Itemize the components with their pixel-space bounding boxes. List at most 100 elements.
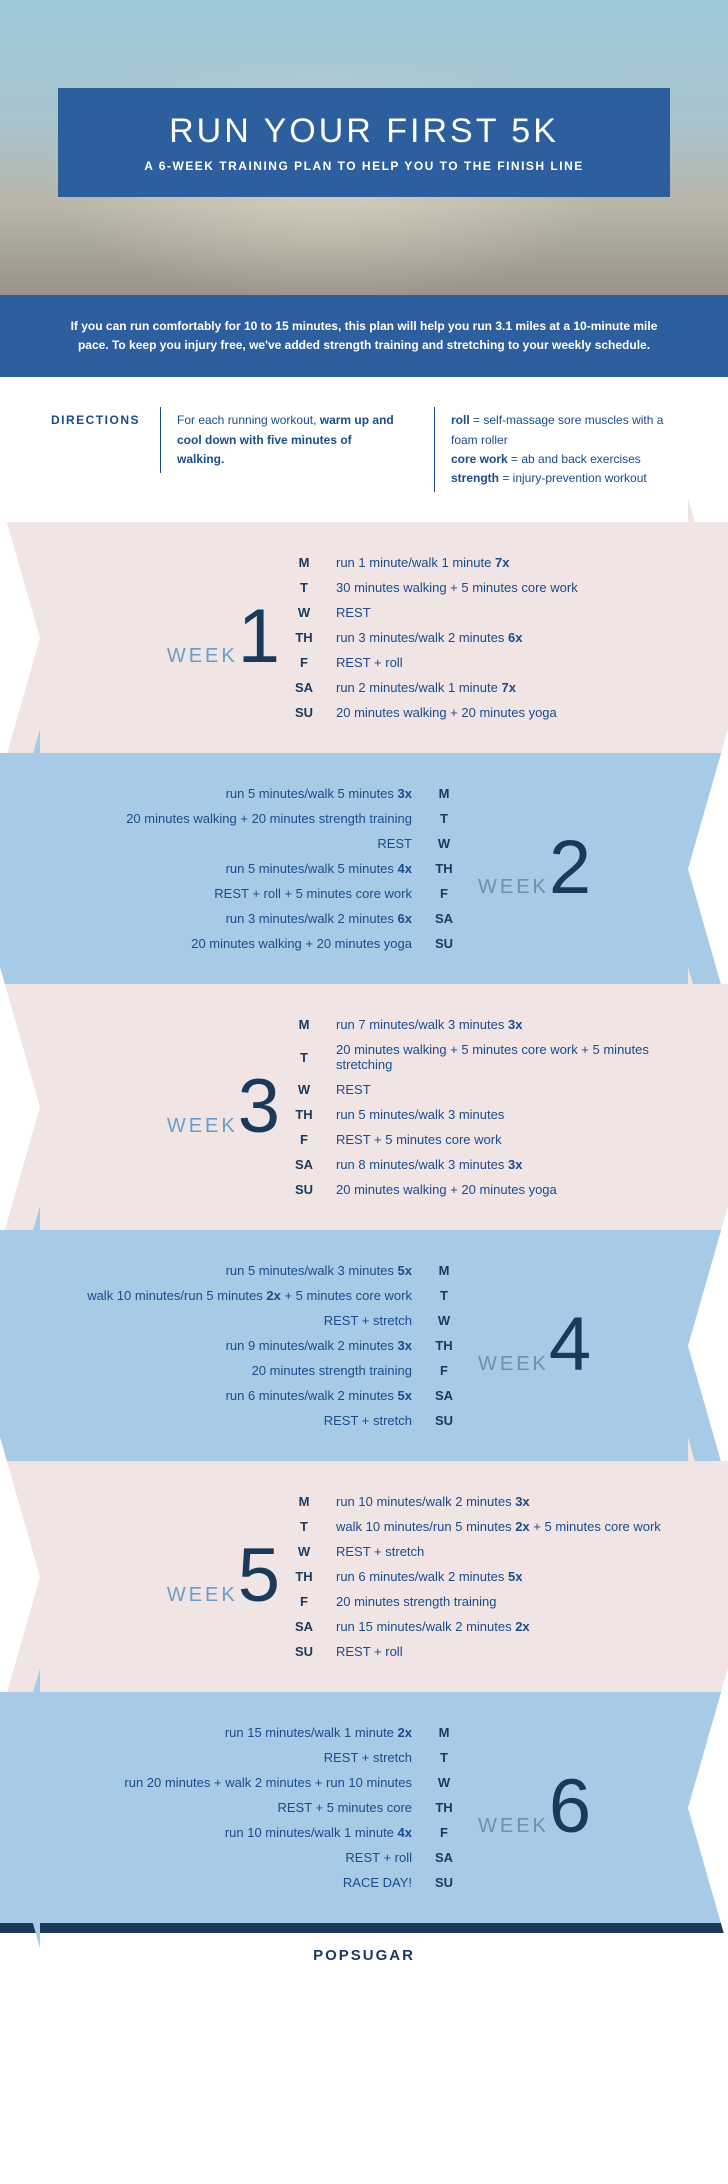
day-task: REST bbox=[377, 836, 412, 851]
day-task: run 8 minutes/walk 3 minutes 3x bbox=[336, 1157, 522, 1172]
week-label: WEEK1 bbox=[50, 607, 280, 668]
schedule-row: SURACE DAY! bbox=[70, 1870, 458, 1895]
day-abbr: SA bbox=[430, 911, 458, 926]
schedule: Mrun 1 minute/walk 1 minute 7xT30 minute… bbox=[290, 550, 678, 725]
day-task: REST + roll bbox=[336, 1644, 403, 1659]
schedule-row: SU REST + roll bbox=[290, 1639, 678, 1664]
day-abbr: W bbox=[290, 1544, 318, 1559]
hero-title: RUN YOUR FIRST 5K bbox=[88, 112, 640, 151]
week-label: WEEK6 bbox=[468, 1777, 678, 1838]
day-abbr: SU bbox=[290, 705, 318, 720]
schedule-row: SAREST + roll bbox=[70, 1845, 458, 1870]
intro-bar: If you can run comfortably for 10 to 15 … bbox=[0, 295, 728, 377]
schedule: Mrun 5 minutes/walk 3 minutes 5x Twalk 10… bbox=[50, 1258, 458, 1433]
day-task: 20 minutes walking + 20 minutes yoga bbox=[336, 705, 557, 720]
schedule-row: SArun 3 minutes/walk 2 minutes 6x bbox=[70, 906, 458, 931]
week-3: WEEK3Mrun 7 minutes/walk 3 minutes 3xT20… bbox=[0, 984, 728, 1230]
day-task: REST + roll bbox=[336, 655, 403, 670]
day-abbr: M bbox=[430, 786, 458, 801]
day-task: 20 minutes strength training bbox=[252, 1363, 412, 1378]
day-task: REST + stretch bbox=[324, 1313, 412, 1328]
schedule-row: Mrun 1 minute/walk 1 minute 7x bbox=[290, 550, 678, 575]
day-abbr: M bbox=[430, 1263, 458, 1278]
day-task: 20 minutes strength training bbox=[336, 1594, 496, 1609]
day-abbr: TH bbox=[290, 630, 318, 645]
schedule-row: TH run 5 minutes/walk 3 minutes bbox=[290, 1102, 678, 1127]
schedule-row: WREST bbox=[290, 600, 678, 625]
day-task: walk 10 minutes/run 5 minutes 2x + 5 min… bbox=[336, 1519, 661, 1534]
day-task: run 3 minutes/walk 2 minutes 6x bbox=[336, 630, 522, 645]
schedule-row: Frun 10 minutes/walk 1 minute 4x bbox=[70, 1820, 458, 1845]
hero-image: RUN YOUR FIRST 5K A 6-WEEK TRAINING PLAN… bbox=[0, 0, 728, 295]
schedule-row: THrun 9 minutes/walk 2 minutes 3x bbox=[70, 1333, 458, 1358]
week-word: WEEK bbox=[478, 1815, 549, 1838]
day-abbr: W bbox=[430, 1775, 458, 1790]
day-task: run 2 minutes/walk 1 minute 7x bbox=[336, 680, 516, 695]
day-task: run 6 minutes/walk 2 minutes 5x bbox=[336, 1569, 522, 1584]
day-task: REST + roll + 5 minutes core work bbox=[214, 886, 412, 901]
schedule-row: Mrun 5 minutes/walk 5 minutes 3x bbox=[70, 781, 458, 806]
schedule-row: Twalk 10 minutes/run 5 minutes 2x + 5 mi… bbox=[290, 1514, 678, 1539]
week-2: WEEK2Mrun 5 minutes/walk 5 minutes 3xT20… bbox=[0, 753, 728, 984]
schedule: Mrun 10 minutes/walk 2 minutes 3xTwalk 1… bbox=[290, 1489, 678, 1664]
schedule-row: W REST bbox=[290, 1077, 678, 1102]
day-task: run 5 minutes/walk 3 minutes bbox=[336, 1107, 504, 1122]
footer-brand: POPSUGAR bbox=[0, 1933, 728, 1978]
week-word: WEEK bbox=[167, 1584, 238, 1607]
day-abbr: SA bbox=[290, 1619, 318, 1634]
day-abbr: TH bbox=[290, 1107, 318, 1122]
day-task: run 5 minutes/walk 5 minutes 3x bbox=[226, 786, 412, 801]
directions-col2: roll = self-massage sore muscles with a … bbox=[434, 407, 688, 492]
day-task: REST bbox=[336, 605, 371, 620]
week-word: WEEK bbox=[167, 1115, 238, 1138]
day-abbr: TH bbox=[430, 1800, 458, 1815]
day-task: REST + stretch bbox=[324, 1413, 412, 1428]
day-abbr: SU bbox=[290, 1182, 318, 1197]
schedule-row: T30 minutes walking + 5 minutes core wor… bbox=[290, 575, 678, 600]
schedule-row: SArun 6 minutes/walk 2 minutes 5x bbox=[70, 1383, 458, 1408]
day-abbr: T bbox=[290, 580, 318, 595]
schedule-row: FREST + 5 minutes core work bbox=[290, 1127, 678, 1152]
day-task: REST bbox=[336, 1082, 371, 1097]
schedule-row: Twalk 10 minutes/run 5 minutes 2x + 5 mi… bbox=[70, 1283, 458, 1308]
day-abbr: T bbox=[430, 811, 458, 826]
day-task: run 20 minutes + walk 2 minutes + run 10… bbox=[124, 1775, 412, 1790]
day-task: REST + stretch bbox=[336, 1544, 424, 1559]
week-label: WEEK4 bbox=[468, 1315, 678, 1376]
day-abbr: W bbox=[430, 836, 458, 851]
week-number: 3 bbox=[238, 1077, 280, 1138]
week-number: 6 bbox=[549, 1777, 591, 1838]
day-abbr: SU bbox=[430, 1413, 458, 1428]
schedule-row: SArun 8 minutes/walk 3 minutes 3x bbox=[290, 1152, 678, 1177]
schedule-row: TH run 3 minutes/walk 2 minutes 6x bbox=[290, 625, 678, 650]
schedule-row: Mrun 10 minutes/walk 2 minutes 3x bbox=[290, 1489, 678, 1514]
day-task: RACE DAY! bbox=[343, 1875, 412, 1890]
day-abbr: SU bbox=[290, 1644, 318, 1659]
day-abbr: M bbox=[290, 1017, 318, 1032]
day-abbr: W bbox=[430, 1313, 458, 1328]
day-abbr: F bbox=[290, 1132, 318, 1147]
week-label: WEEK2 bbox=[468, 838, 678, 899]
schedule-row: W REST bbox=[70, 831, 458, 856]
week-number: 5 bbox=[238, 1546, 280, 1607]
day-abbr: T bbox=[290, 1519, 318, 1534]
hero-title-box: RUN YOUR FIRST 5K A 6-WEEK TRAINING PLAN… bbox=[58, 88, 670, 197]
day-abbr: M bbox=[290, 1494, 318, 1509]
schedule-row: SU20 minutes walking + 20 minutes yoga bbox=[70, 931, 458, 956]
schedule-row: F20 minutes strength training bbox=[290, 1589, 678, 1614]
directions-section: DIRECTIONS For each running workout, war… bbox=[0, 377, 728, 522]
schedule-row: T20 minutes walking + 20 minutes strengt… bbox=[70, 806, 458, 831]
schedule-row: W REST + stretch bbox=[290, 1539, 678, 1564]
schedule-row: THrun 6 minutes/walk 2 minutes 5x bbox=[290, 1564, 678, 1589]
day-task: run 15 minutes/walk 1 minute 2x bbox=[225, 1725, 412, 1740]
day-task: run 6 minutes/walk 2 minutes 5x bbox=[226, 1388, 412, 1403]
week-label: WEEK3 bbox=[50, 1077, 280, 1138]
schedule-row: TREST + stretch bbox=[70, 1745, 458, 1770]
schedule-row: Wrun 20 minutes + walk 2 minutes + run 1… bbox=[70, 1770, 458, 1795]
day-abbr: W bbox=[290, 1082, 318, 1097]
day-task: run 7 minutes/walk 3 minutes 3x bbox=[336, 1017, 522, 1032]
day-abbr: T bbox=[290, 1050, 318, 1065]
day-task: 20 minutes walking + 20 minutes yoga bbox=[191, 936, 412, 951]
day-task: run 5 minutes/walk 3 minutes 5x bbox=[226, 1263, 412, 1278]
day-task: run 9 minutes/walk 2 minutes 3x bbox=[226, 1338, 412, 1353]
